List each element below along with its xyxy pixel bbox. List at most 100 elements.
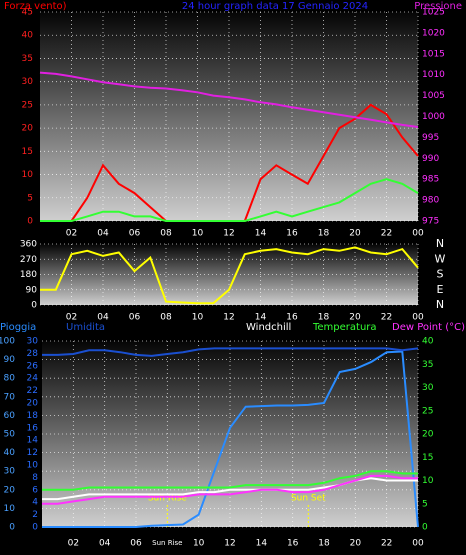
x-tick-label: 22 — [381, 539, 392, 549]
y2-tick-label: 1010 — [422, 70, 445, 80]
y2-tick-label: 1015 — [422, 49, 445, 59]
x-tick-label: 16 — [286, 229, 298, 239]
series-line — [42, 347, 419, 357]
x-tick-label: 18 — [318, 539, 330, 549]
x-tick-label: 10 — [193, 539, 205, 549]
y3-tick-label: 30 — [27, 337, 39, 347]
y-tick-label: 10 — [22, 170, 34, 180]
y2-tick-label: 1025 — [422, 8, 445, 18]
x-tick-label: 02 — [66, 313, 77, 323]
x-tick-label: 20 — [350, 539, 362, 549]
y-tick-label: 25 — [22, 100, 33, 110]
y2-tick-label: 980 — [422, 196, 439, 206]
chart-title: 24 hour graph data 17 Gennaio 2024 — [182, 1, 368, 12]
x-tick-label: 20 — [349, 313, 361, 323]
y3-tick-label: 16 — [27, 423, 39, 433]
y-tick-label: 35 — [22, 54, 33, 64]
x-tick-label: 22 — [381, 313, 392, 323]
x-tick-label: 16 — [286, 313, 298, 323]
y-tick-label: 0 — [27, 217, 33, 227]
y-tick-label: 360 — [20, 240, 37, 250]
y2-tick-label: 985 — [422, 175, 439, 185]
y2-tick-label: S — [437, 268, 444, 281]
x-tick-label: 22 — [381, 229, 392, 239]
y-tick-label: 20 — [22, 124, 34, 134]
y2-tick-label: 995 — [422, 133, 439, 143]
y-tick-label: 40 — [4, 448, 16, 458]
y3-tick-label: 0 — [32, 523, 38, 533]
y2-tick-label: 1020 — [422, 28, 445, 38]
y2-tick-label: 15 — [422, 453, 433, 463]
legend-entry: Forza vento) — [4, 1, 67, 12]
y-tick-label: 180 — [20, 270, 37, 280]
x-tick-label: 04 — [99, 539, 111, 549]
y3-tick-label: 6 — [32, 485, 38, 495]
x-tick-label: 14 — [256, 539, 268, 549]
y2-tick-label: W — [435, 252, 446, 265]
legend-entry: Umidita — [66, 322, 105, 333]
y-tick-label: 80 — [4, 374, 16, 384]
y2-tick-label: N — [436, 237, 444, 250]
legend-entry: Dew Point (°C) — [392, 322, 465, 333]
x-tick-label: 08 — [160, 313, 172, 323]
y3-tick-label: 10 — [27, 461, 39, 471]
y2-tick-label: 20 — [422, 430, 434, 440]
annotation: Sun Set — [291, 494, 326, 504]
x-tick-label: 00 — [412, 539, 424, 549]
y2-tick-label: 35 — [422, 360, 433, 370]
x-tick-label: 10 — [192, 229, 204, 239]
legend-entry: Pressione — [414, 1, 462, 12]
series-line — [42, 470, 418, 491]
y3-tick-label: 20 — [27, 399, 39, 409]
y-tick-label: 30 — [4, 467, 16, 477]
y-tick-label: 45 — [22, 8, 33, 18]
series-line — [40, 246, 419, 305]
y2-tick-label: 40 — [422, 337, 434, 347]
x-tick-label: 06 — [130, 539, 142, 549]
x-tick-label: 00 — [412, 229, 424, 239]
y3-tick-label: 18 — [27, 411, 39, 421]
x-tick-label: 06 — [129, 229, 141, 239]
y-tick-label: 100 — [0, 337, 15, 347]
x-tick-label: 20 — [349, 229, 361, 239]
y-tick-label: 90 — [26, 285, 38, 295]
x-tick-label: 16 — [287, 539, 299, 549]
x-tick-label: 14 — [255, 229, 267, 239]
y3-tick-label: 2 — [32, 510, 38, 520]
y-tick-label: 90 — [4, 355, 16, 365]
series-line — [40, 178, 419, 222]
y-tick-label: 10 — [4, 504, 16, 514]
x-tick-label: 12 — [224, 539, 235, 549]
x-tick-label: Sun Rise — [152, 539, 182, 547]
y-tick-label: 60 — [4, 411, 16, 421]
annotation: Sun Rise — [148, 494, 187, 504]
y-tick-label: 70 — [4, 392, 16, 402]
y3-tick-label: 4 — [32, 498, 38, 508]
x-tick-label: 02 — [66, 229, 77, 239]
y2-tick-label: E — [437, 283, 444, 296]
y3-tick-label: 26 — [27, 361, 39, 371]
y2-tick-label: 5 — [422, 499, 428, 509]
plot-area — [40, 244, 418, 305]
x-tick-label: 04 — [97, 229, 109, 239]
y3-tick-label: 28 — [27, 349, 39, 359]
y-tick-label: 50 — [4, 430, 16, 440]
y2-tick-label: 1005 — [422, 91, 445, 101]
y-tick-label: 40 — [22, 31, 34, 41]
x-tick-label: 14 — [255, 313, 267, 323]
y3-tick-label: 12 — [27, 448, 38, 458]
legend-entry: Windchill — [246, 322, 291, 333]
x-tick-label: 04 — [97, 313, 109, 323]
y3-tick-label: 24 — [27, 374, 39, 384]
legend-entry: Pioggia — [0, 322, 36, 333]
y-tick-label: 20 — [4, 485, 16, 495]
y2-tick-label: 30 — [422, 383, 434, 393]
x-tick-label: 18 — [318, 229, 330, 239]
series-line — [42, 474, 418, 505]
y2-tick-label: 990 — [422, 154, 439, 164]
y3-tick-label: 14 — [27, 436, 39, 446]
x-tick-label: 00 — [412, 313, 424, 323]
y2-tick-label: 0 — [422, 523, 428, 533]
x-tick-label: 12 — [223, 229, 234, 239]
